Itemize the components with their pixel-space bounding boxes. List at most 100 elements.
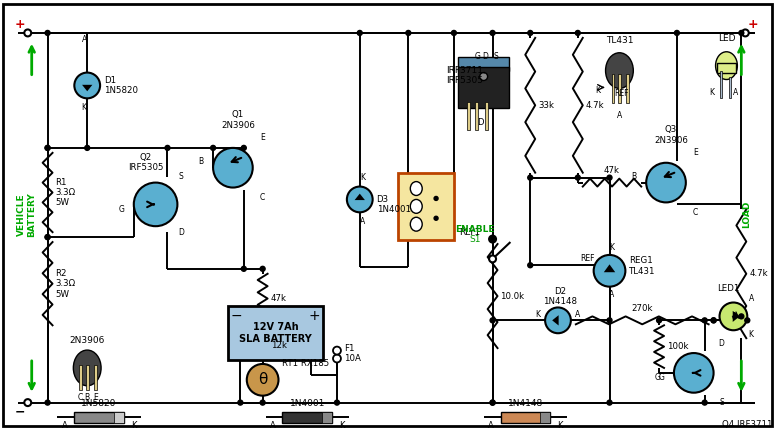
- Bar: [228, 306, 323, 360]
- Text: G: G: [475, 52, 481, 61]
- Bar: [74, 412, 124, 423]
- Circle shape: [711, 318, 716, 323]
- Ellipse shape: [74, 350, 101, 386]
- Circle shape: [607, 175, 612, 180]
- Text: C: C: [77, 393, 83, 402]
- Bar: [719, 70, 722, 98]
- Text: TL431: TL431: [606, 36, 633, 45]
- Circle shape: [451, 30, 457, 35]
- Circle shape: [406, 30, 411, 35]
- Circle shape: [739, 314, 744, 319]
- Bar: [540, 412, 550, 423]
- Ellipse shape: [605, 53, 633, 89]
- Circle shape: [260, 400, 265, 405]
- Circle shape: [528, 263, 533, 268]
- Bar: [716, 63, 737, 73]
- Text: 12V 7Ah
SLA BATTERY: 12V 7Ah SLA BATTERY: [239, 322, 312, 344]
- Text: REF: REF: [614, 89, 629, 98]
- Ellipse shape: [411, 217, 422, 231]
- Bar: [612, 73, 614, 103]
- Bar: [475, 102, 478, 130]
- Circle shape: [434, 216, 438, 220]
- Text: ENABLE: ENABLE: [455, 225, 494, 234]
- Circle shape: [45, 235, 50, 240]
- Circle shape: [84, 146, 90, 150]
- Text: 1N4148: 1N4148: [508, 399, 543, 408]
- Text: A: A: [488, 421, 493, 430]
- Circle shape: [739, 30, 744, 35]
- Text: E: E: [93, 393, 98, 402]
- Text: K: K: [748, 330, 754, 339]
- Circle shape: [213, 148, 253, 187]
- Circle shape: [333, 346, 341, 355]
- Text: 12k: 12k: [271, 341, 286, 350]
- Text: D: D: [478, 118, 484, 127]
- Bar: [282, 412, 332, 423]
- Polygon shape: [733, 311, 740, 322]
- Circle shape: [74, 73, 100, 98]
- Text: G: G: [655, 373, 660, 382]
- Text: K: K: [361, 173, 365, 182]
- Circle shape: [594, 255, 626, 287]
- Text: B: B: [632, 172, 637, 181]
- Text: K: K: [609, 242, 614, 251]
- Text: 47k: 47k: [271, 294, 286, 303]
- Bar: [79, 365, 82, 390]
- Text: A: A: [81, 35, 87, 44]
- Circle shape: [45, 30, 50, 35]
- Text: S1: S1: [469, 235, 480, 244]
- Text: +: +: [748, 18, 759, 31]
- Circle shape: [576, 175, 580, 180]
- Ellipse shape: [411, 181, 422, 195]
- Bar: [86, 365, 88, 390]
- Text: Q1
2N3906: Q1 2N3906: [221, 111, 255, 130]
- Text: D3
1N4001: D3 1N4001: [377, 195, 411, 214]
- Circle shape: [45, 146, 50, 150]
- Circle shape: [242, 267, 246, 271]
- Circle shape: [657, 318, 662, 323]
- Bar: [458, 57, 509, 70]
- Circle shape: [45, 400, 50, 405]
- Text: 47k: 47k: [604, 166, 620, 175]
- Bar: [114, 412, 124, 423]
- Circle shape: [742, 29, 749, 36]
- Text: K: K: [339, 421, 345, 430]
- Circle shape: [545, 308, 571, 333]
- Text: K: K: [536, 310, 540, 319]
- Circle shape: [490, 400, 495, 405]
- Polygon shape: [604, 264, 615, 272]
- Text: A: A: [270, 421, 275, 430]
- Circle shape: [45, 235, 50, 240]
- Text: G: G: [119, 205, 125, 214]
- Text: Q2
IRF5305: Q2 IRF5305: [128, 153, 163, 172]
- Text: B: B: [199, 157, 204, 166]
- Circle shape: [528, 30, 533, 35]
- Text: A: A: [609, 290, 614, 299]
- Text: REF: REF: [580, 254, 595, 264]
- Circle shape: [479, 73, 488, 80]
- Text: 4.7k: 4.7k: [749, 269, 768, 278]
- Text: G: G: [659, 373, 665, 382]
- Circle shape: [646, 163, 686, 203]
- Bar: [485, 102, 488, 130]
- Circle shape: [576, 30, 580, 35]
- Circle shape: [24, 399, 31, 406]
- Circle shape: [333, 355, 341, 362]
- Circle shape: [489, 235, 496, 242]
- Circle shape: [165, 146, 170, 150]
- Circle shape: [24, 29, 31, 36]
- Text: +: +: [309, 309, 321, 323]
- Circle shape: [607, 318, 612, 323]
- Text: A: A: [748, 294, 754, 303]
- Text: LOAD: LOAD: [742, 200, 751, 228]
- Text: LED1: LED1: [717, 284, 740, 293]
- Bar: [619, 73, 621, 103]
- Text: K: K: [595, 86, 600, 95]
- Polygon shape: [552, 315, 558, 325]
- Text: −: −: [15, 405, 25, 418]
- Text: 1N5820: 1N5820: [81, 399, 117, 408]
- Circle shape: [335, 400, 339, 405]
- Ellipse shape: [716, 52, 737, 79]
- Text: K: K: [131, 421, 137, 430]
- Text: S: S: [719, 398, 724, 407]
